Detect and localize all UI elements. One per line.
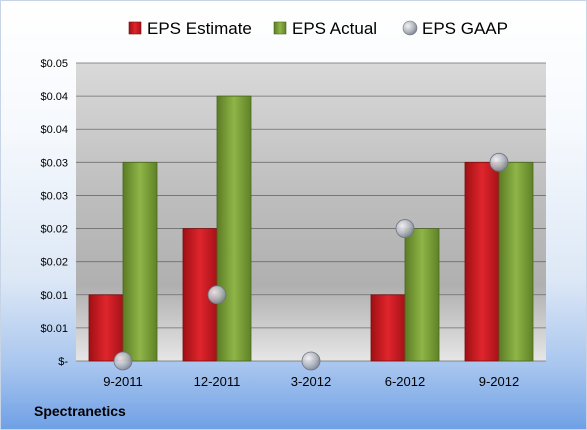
y-tick-label: $0.04 — [40, 124, 68, 136]
x-tick-label: 12-2011 — [194, 374, 241, 389]
legend-label: EPS Estimate — [147, 19, 252, 38]
legend: EPS Estimate EPS Actual EPS GAAP — [128, 19, 508, 38]
y-tick-label: $0.02 — [40, 257, 68, 269]
eps-actual-bar — [216, 95, 252, 362]
legend-actual-swatch — [273, 21, 287, 35]
y-tick-label: $- — [58, 356, 68, 368]
eps-gaap-point — [207, 285, 227, 305]
x-tick-label: 9-2012 — [479, 374, 519, 389]
y-tick-label: $0.01 — [40, 290, 68, 302]
y-tick-label: $0.03 — [40, 190, 68, 202]
y-tick-label: $0.01 — [40, 323, 68, 335]
eps-estimate-bar — [464, 161, 500, 362]
legend-estimate-swatch — [128, 21, 142, 35]
eps-gaap-point — [395, 219, 415, 238]
eps-gaap-point — [301, 351, 321, 371]
y-tick-label: $0.02 — [40, 224, 68, 236]
eps-gaap-point — [113, 351, 133, 371]
eps-actual-bar — [404, 228, 440, 362]
eps-estimate-bar — [370, 294, 406, 362]
y-tick-label: $0.04 — [40, 91, 68, 103]
eps-actual-bar — [122, 161, 158, 362]
legend-gaap-swatch — [402, 20, 418, 36]
eps-actual-bar — [498, 161, 534, 362]
legend-label: EPS GAAP — [422, 19, 508, 38]
x-tick-label: 6-2012 — [385, 374, 425, 389]
eps-estimate-bar — [88, 294, 124, 362]
y-tick-label: $0.03 — [40, 157, 68, 169]
plot-area: $- $0.01 $0.01 $0.02 $0.02 $0.03 $0.03 $0.04 $0.… — [40, 58, 546, 389]
y-tick-label: $0.05 — [40, 58, 68, 70]
legend-label: EPS Actual — [292, 19, 377, 38]
x-tick-label: 3-2012 — [291, 374, 331, 389]
eps-gaap-point — [489, 152, 509, 172]
x-tick-label: 9-2011 — [103, 374, 143, 389]
company-name: Spectranetics — [34, 403, 126, 419]
